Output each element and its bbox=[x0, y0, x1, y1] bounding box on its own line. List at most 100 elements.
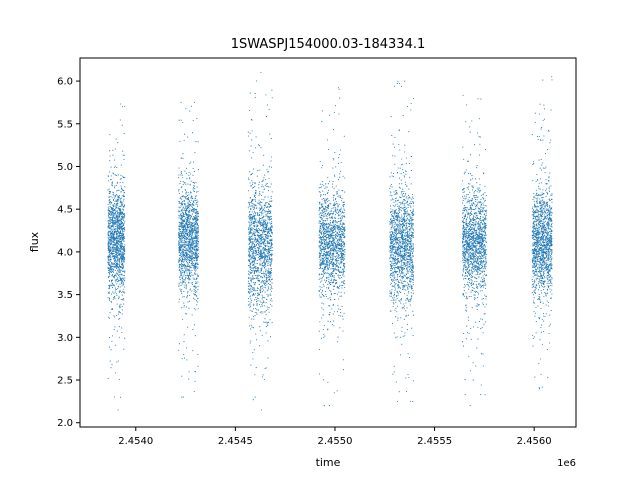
data-point bbox=[178, 201, 180, 203]
data-point bbox=[186, 178, 188, 180]
data-point bbox=[112, 271, 115, 273]
data-point bbox=[333, 236, 335, 238]
data-point bbox=[116, 214, 118, 216]
data-point bbox=[122, 266, 124, 268]
data-point bbox=[107, 242, 109, 244]
data-point bbox=[270, 287, 272, 289]
data-point bbox=[261, 242, 263, 244]
data-point bbox=[123, 279, 125, 281]
data-point bbox=[180, 119, 182, 121]
data-point bbox=[248, 229, 250, 231]
data-point bbox=[116, 263, 118, 266]
data-point bbox=[253, 289, 255, 291]
data-point bbox=[178, 167, 180, 169]
data-point bbox=[181, 259, 183, 261]
data-point bbox=[108, 292, 110, 294]
data-point bbox=[251, 243, 254, 245]
data-point bbox=[114, 372, 117, 374]
data-point bbox=[178, 263, 180, 265]
data-point bbox=[192, 174, 194, 176]
data-point bbox=[118, 252, 120, 254]
data-point bbox=[114, 196, 117, 198]
data-point bbox=[248, 253, 250, 255]
data-point bbox=[249, 246, 251, 248]
data-point bbox=[329, 314, 331, 316]
data-point bbox=[122, 195, 124, 197]
data-point bbox=[270, 197, 272, 199]
data-point bbox=[261, 205, 263, 207]
data-points bbox=[107, 71, 553, 411]
data-point bbox=[250, 209, 252, 211]
data-point bbox=[111, 220, 113, 222]
data-point bbox=[181, 208, 183, 210]
data-point bbox=[266, 242, 268, 245]
data-point bbox=[264, 280, 266, 282]
data-point bbox=[197, 169, 199, 171]
data-point bbox=[186, 284, 188, 286]
data-point bbox=[193, 184, 195, 186]
data-point bbox=[110, 235, 113, 237]
data-point bbox=[113, 195, 115, 197]
data-point bbox=[251, 275, 253, 277]
data-point bbox=[113, 233, 115, 235]
data-point bbox=[259, 271, 261, 274]
data-point bbox=[248, 248, 250, 251]
data-point bbox=[117, 234, 119, 236]
data-point bbox=[249, 213, 251, 215]
data-point bbox=[184, 255, 187, 257]
data-point bbox=[181, 257, 183, 259]
data-point bbox=[342, 281, 344, 283]
data-point bbox=[119, 253, 121, 256]
data-point bbox=[188, 307, 190, 309]
data-point bbox=[271, 222, 273, 225]
data-point bbox=[118, 269, 120, 271]
data-point bbox=[250, 224, 252, 226]
data-point bbox=[265, 332, 267, 334]
data-point bbox=[115, 223, 117, 225]
data-point bbox=[193, 257, 195, 259]
data-point bbox=[266, 183, 268, 185]
data-point bbox=[266, 271, 268, 273]
data-point bbox=[262, 374, 264, 376]
data-point bbox=[196, 233, 198, 235]
data-point bbox=[116, 182, 118, 184]
data-point bbox=[119, 246, 121, 248]
data-point bbox=[320, 262, 322, 264]
data-point bbox=[325, 210, 327, 212]
data-point bbox=[123, 196, 125, 198]
data-point bbox=[182, 219, 184, 221]
data-point bbox=[270, 195, 272, 197]
data-point bbox=[187, 217, 189, 220]
data-point bbox=[187, 199, 190, 201]
data-point bbox=[117, 271, 119, 273]
data-point bbox=[256, 313, 258, 315]
data-point bbox=[118, 268, 120, 270]
data-point bbox=[194, 272, 196, 274]
data-point bbox=[251, 180, 253, 182]
data-point bbox=[188, 255, 190, 258]
data-point bbox=[178, 228, 180, 230]
data-point bbox=[181, 210, 183, 212]
data-point bbox=[264, 221, 266, 223]
data-point bbox=[249, 285, 251, 287]
data-point bbox=[121, 233, 123, 235]
data-point bbox=[116, 242, 118, 244]
data-point bbox=[116, 245, 118, 247]
data-point bbox=[261, 222, 263, 224]
data-point bbox=[267, 236, 269, 238]
data-point bbox=[256, 80, 258, 82]
data-point bbox=[188, 238, 190, 240]
data-point bbox=[107, 269, 110, 272]
data-point bbox=[116, 283, 118, 285]
data-point bbox=[114, 219, 116, 221]
data-point bbox=[181, 239, 183, 241]
data-point bbox=[107, 232, 109, 234]
data-point bbox=[114, 297, 116, 300]
data-point bbox=[263, 282, 265, 284]
data-point bbox=[188, 261, 191, 264]
data-point bbox=[195, 210, 197, 212]
data-point bbox=[259, 259, 261, 261]
data-point bbox=[252, 251, 254, 253]
data-point bbox=[178, 192, 180, 194]
data-point bbox=[267, 287, 270, 289]
